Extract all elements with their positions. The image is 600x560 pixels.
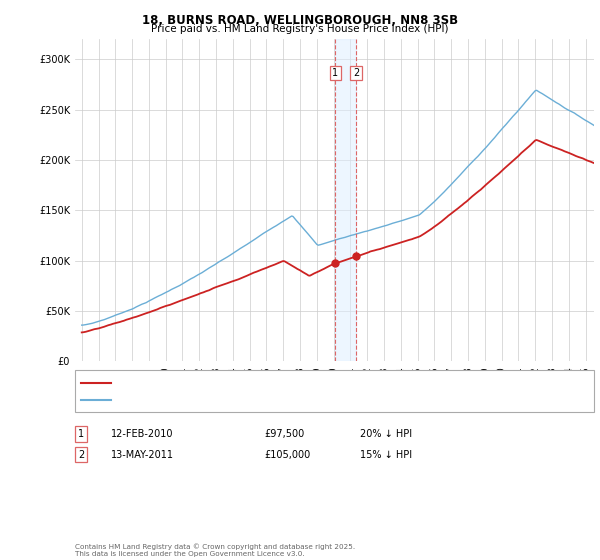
- Text: 15% ↓ HPI: 15% ↓ HPI: [360, 450, 412, 460]
- Text: £105,000: £105,000: [264, 450, 310, 460]
- Text: 12-FEB-2010: 12-FEB-2010: [111, 429, 173, 439]
- Text: 1: 1: [332, 68, 338, 78]
- Text: 13-MAY-2011: 13-MAY-2011: [111, 450, 174, 460]
- Text: 18, BURNS ROAD, WELLINGBOROUGH, NN8 3SB: 18, BURNS ROAD, WELLINGBOROUGH, NN8 3SB: [142, 14, 458, 27]
- Text: 1: 1: [78, 429, 84, 439]
- Text: 20% ↓ HPI: 20% ↓ HPI: [360, 429, 412, 439]
- Text: Contains HM Land Registry data © Crown copyright and database right 2025.
This d: Contains HM Land Registry data © Crown c…: [75, 544, 355, 557]
- Text: Price paid vs. HM Land Registry's House Price Index (HPI): Price paid vs. HM Land Registry's House …: [151, 24, 449, 34]
- Text: 2: 2: [78, 450, 84, 460]
- Text: 2: 2: [353, 68, 359, 78]
- Text: £97,500: £97,500: [264, 429, 304, 439]
- Text: HPI: Average price, semi-detached house, North Northamptonshire: HPI: Average price, semi-detached house,…: [117, 395, 409, 404]
- Bar: [335, 39, 356, 361]
- Text: 18, BURNS ROAD, WELLINGBOROUGH, NN8 3SB (semi-detached house): 18, BURNS ROAD, WELLINGBOROUGH, NN8 3SB …: [117, 379, 431, 388]
